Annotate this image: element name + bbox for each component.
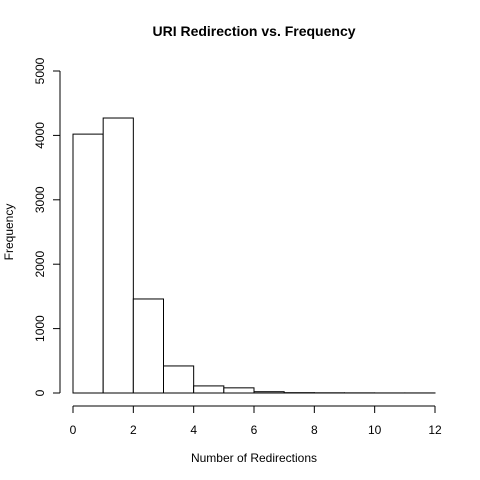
y-tick-label: 4000: [33, 122, 47, 149]
y-tick-label: 2000: [33, 251, 47, 278]
x-tick-label: 8: [311, 423, 318, 437]
y-axis-label: Frequency: [2, 204, 16, 261]
histogram-bar: [163, 365, 195, 394]
x-tick-label: 12: [428, 423, 442, 437]
x-tick-label: 0: [70, 423, 77, 437]
x-tick-label: 4: [190, 423, 197, 437]
histogram-bar: [253, 391, 285, 394]
histogram-bar: [193, 385, 225, 394]
histogram-bar: [102, 117, 134, 394]
bars-group: [72, 117, 436, 394]
x-tick-label: 10: [368, 423, 382, 437]
histogram-bar: [72, 133, 104, 394]
x-tick-label: 6: [251, 423, 258, 437]
histogram-bar: [132, 298, 164, 394]
y-tick-label: 3000: [33, 186, 47, 213]
x-axis-label: Number of Redirections: [191, 451, 317, 465]
histogram-bar: [223, 387, 255, 394]
y-tick-label: 5000: [33, 57, 47, 84]
chart-title: URI Redirection vs. Frequency: [152, 23, 355, 39]
y-axis: 0 1000 2000 3000 4000 5000: [33, 57, 61, 396]
x-axis: 0 2 4 6 8 10 12: [70, 405, 442, 437]
y-tick-label: 1000: [33, 315, 47, 342]
x-tick-label: 2: [130, 423, 137, 437]
y-tick-label: 0: [33, 389, 47, 396]
